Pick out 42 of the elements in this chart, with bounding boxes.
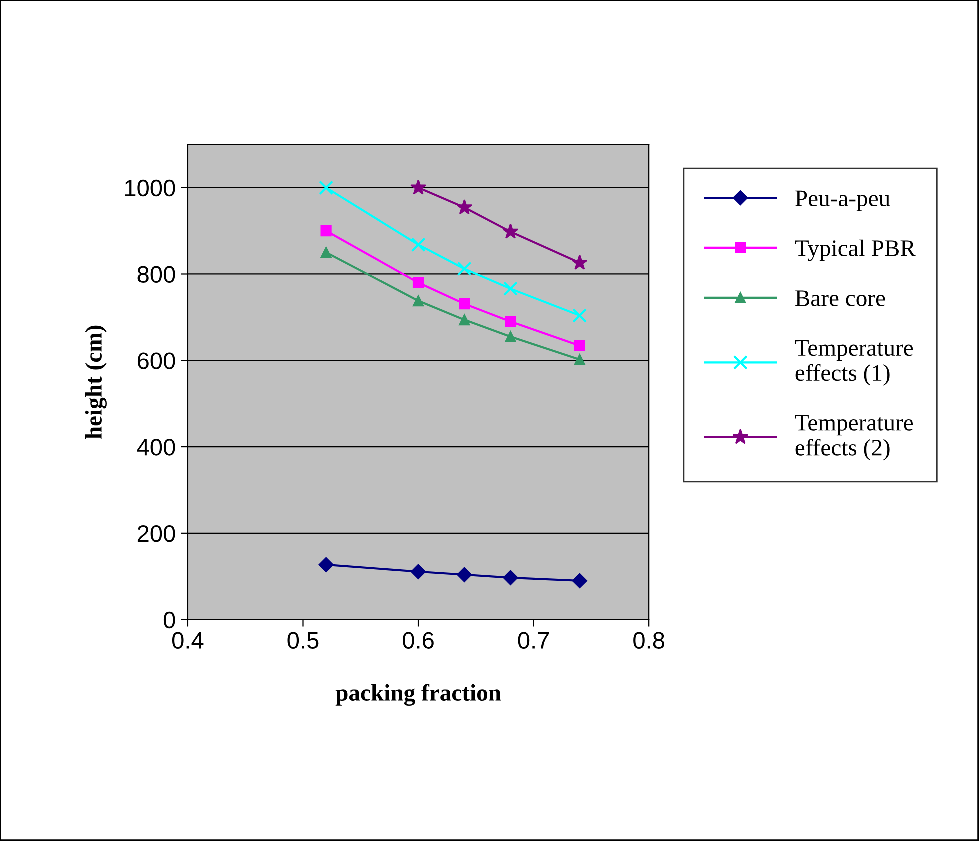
legend-label: Bare core — [796, 290, 886, 306]
point — [320, 247, 332, 258]
point — [320, 225, 332, 237]
x-tick-label: 0.5 — [288, 632, 319, 649]
legend-label: Temperature effects (2) — [795, 415, 914, 461]
legend-label: Typical PBR — [795, 240, 916, 262]
point — [503, 282, 518, 296]
point — [410, 564, 426, 580]
point — [319, 180, 334, 196]
y-tick-label: 200 — [138, 525, 176, 542]
y-tick-label: 800 — [138, 266, 176, 284]
y-tick-label: 400 — [137, 439, 176, 456]
point — [412, 295, 424, 307]
point — [574, 354, 586, 366]
x-tick-label: 0.6 — [403, 632, 434, 649]
y-axis-title: height (cm) — [85, 326, 107, 440]
point — [505, 316, 516, 328]
x-tick-label: 0.8 — [634, 632, 664, 649]
point — [412, 277, 424, 288]
point — [318, 557, 334, 573]
point — [574, 340, 586, 352]
point — [459, 314, 470, 326]
point — [457, 262, 472, 276]
point — [410, 180, 426, 195]
point — [572, 254, 588, 270]
legend-label: Temperature effects (1) — [795, 340, 914, 386]
point — [572, 573, 588, 589]
x-axis-title: packing fraction — [336, 684, 502, 706]
legend-label: Peu-a-peu — [796, 190, 890, 212]
point — [502, 224, 519, 239]
y-tick-label: 0 — [164, 612, 176, 629]
point — [456, 199, 473, 215]
point — [503, 570, 518, 586]
point — [572, 308, 588, 324]
point — [459, 298, 470, 310]
x-tick-label: 0.4 — [172, 632, 204, 649]
y-tick-label: 600 — [138, 352, 176, 370]
x-tick-label: 0.7 — [518, 632, 550, 649]
point — [411, 238, 426, 252]
point — [505, 331, 516, 342]
y-tick-label: 1000 — [125, 180, 176, 197]
point — [457, 567, 472, 582]
